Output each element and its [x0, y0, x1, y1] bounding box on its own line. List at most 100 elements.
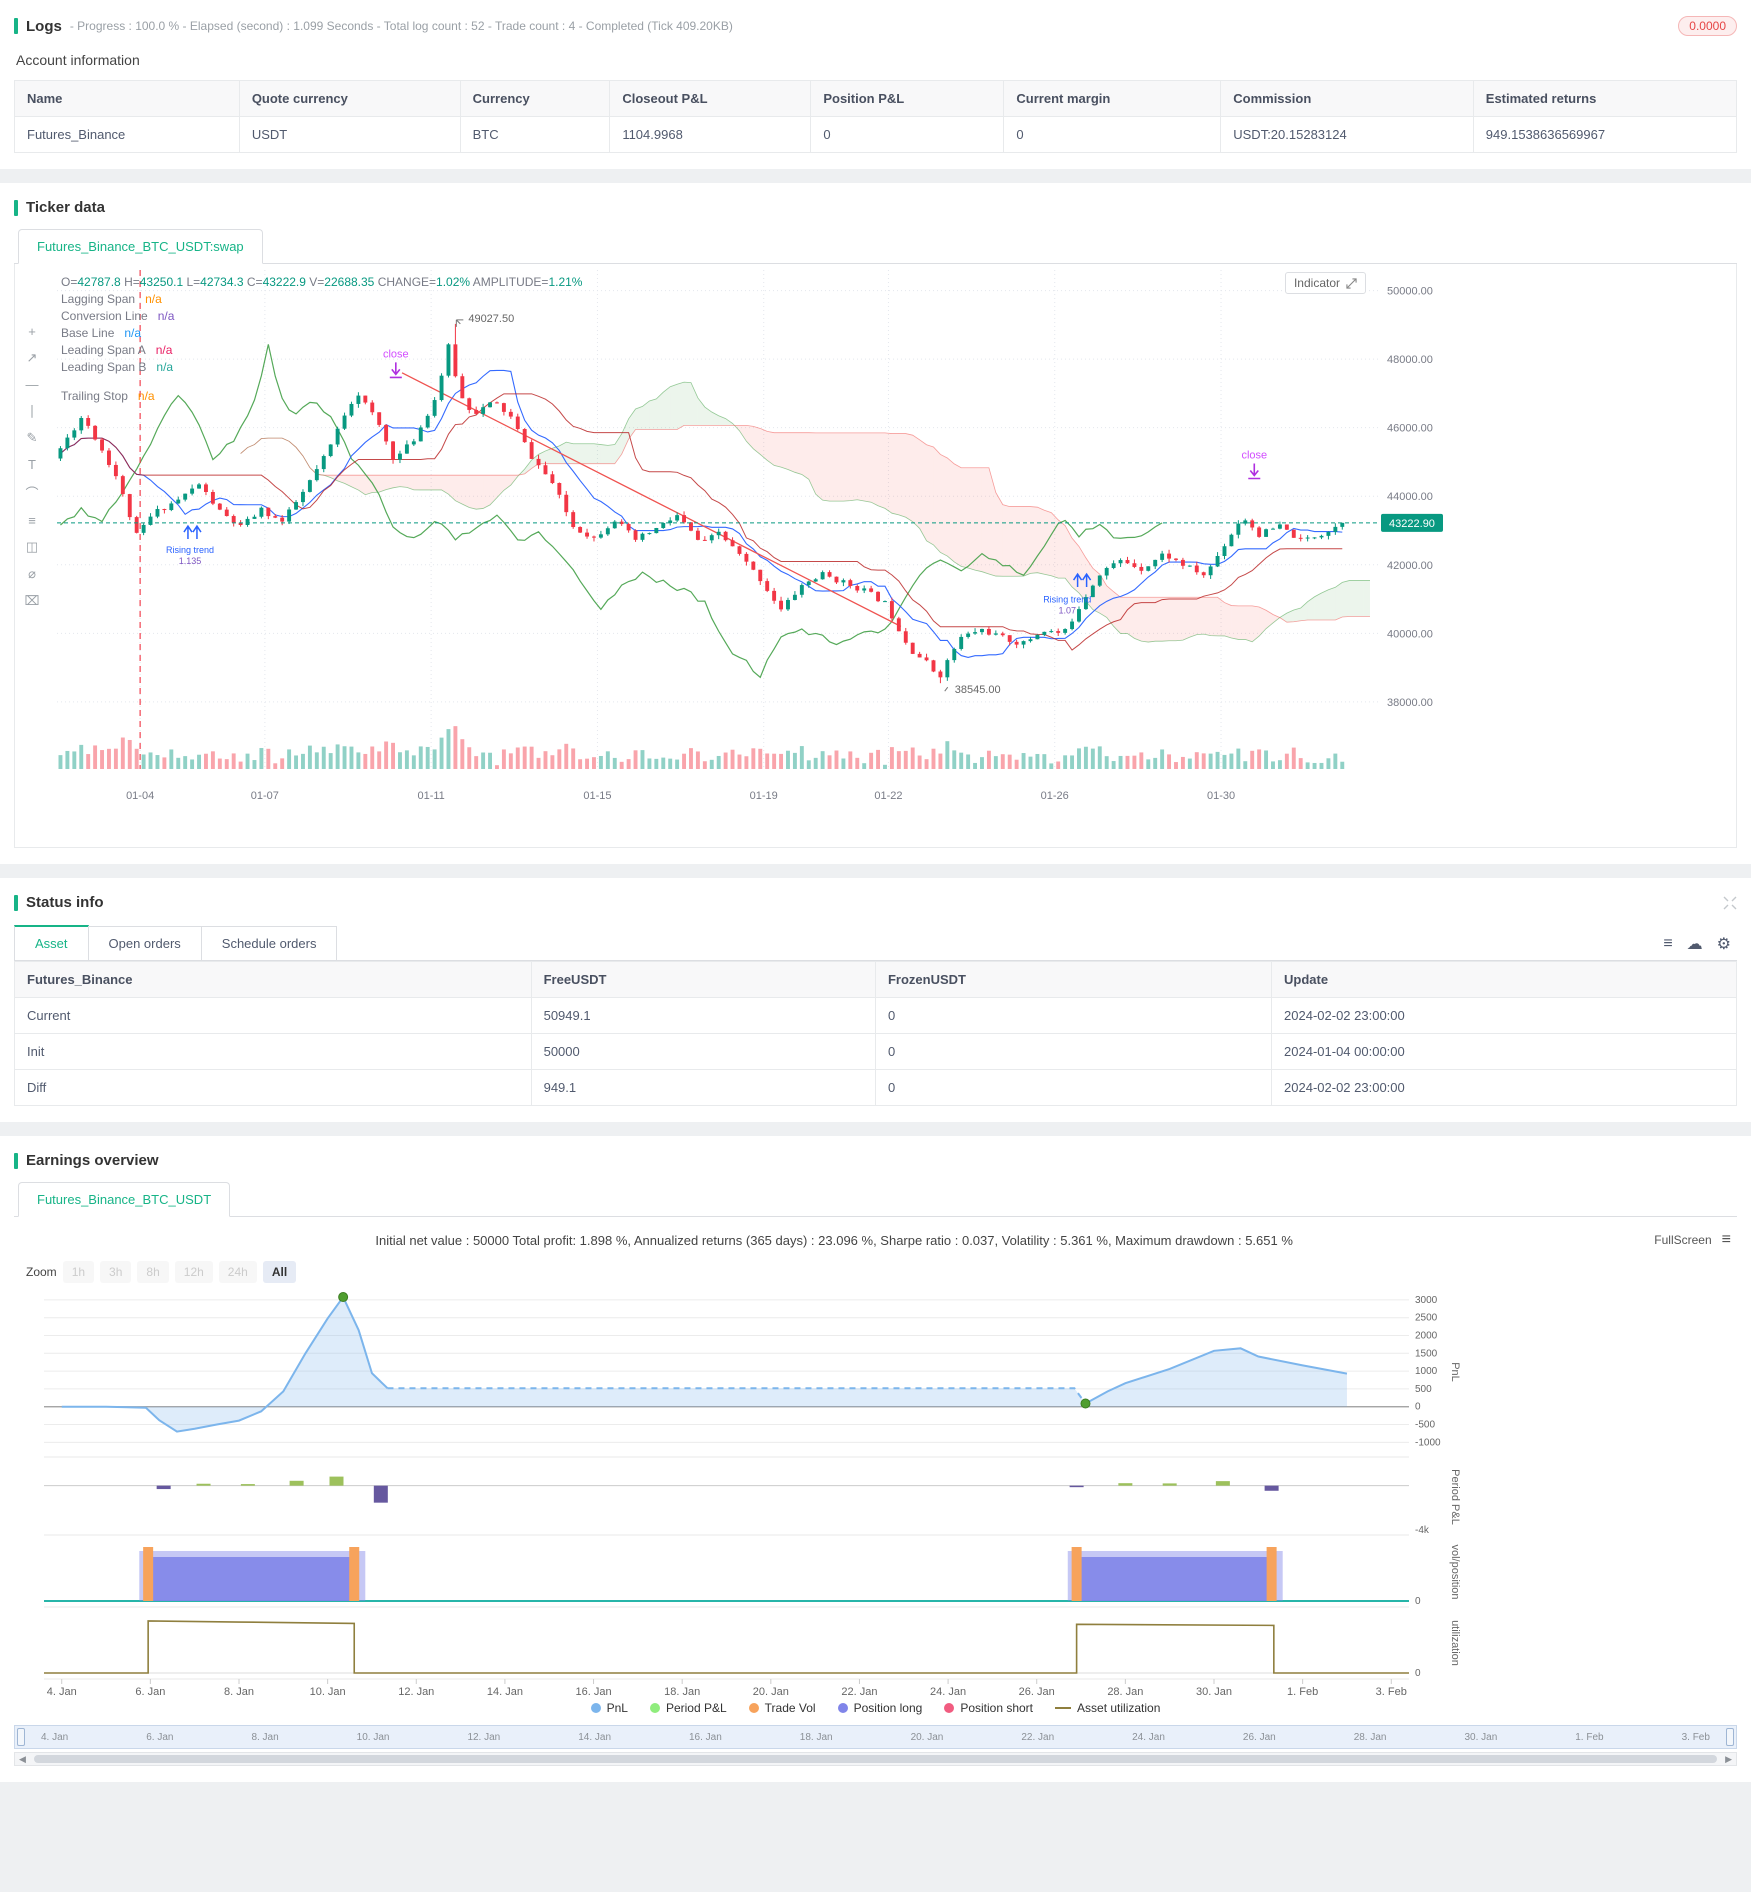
cell-update: 2024-02-02 23:00:00	[1271, 1069, 1737, 1106]
cell-commission: USDT:20.15283124	[1220, 116, 1474, 153]
tab-earnings-symbol[interactable]: Futures_Binance_BTC_USDT	[18, 1182, 231, 1217]
section-accent-bar	[14, 18, 18, 34]
zoom-label: Zoom	[26, 1265, 57, 1279]
svg-text:close: close	[383, 348, 409, 360]
tool-crosshair-icon[interactable]: +	[28, 324, 36, 339]
cloud-download-icon[interactable]: ☁	[1686, 936, 1703, 953]
tool-measure-icon[interactable]: ≡	[28, 513, 36, 528]
navigator-right-handle[interactable]	[1726, 1728, 1734, 1746]
earnings-chart-canvas[interactable]: 3000 2500 2000 1500 1000 500 0 -500 -1000 -4k 0 0 4.…	[14, 1285, 1737, 1697]
legend-asset-utilization[interactable]: Asset utilization	[1055, 1701, 1160, 1715]
svg-text:0: 0	[1415, 1668, 1421, 1679]
zoom-24h-button: 24h	[218, 1261, 257, 1283]
earnings-legend: PnL Period P&L Trade Vol Position long P…	[14, 1701, 1737, 1715]
legend-trade-vol[interactable]: Trade Vol	[748, 1701, 816, 1715]
row-label-current[interactable]: Current	[14, 997, 532, 1034]
section-accent-bar	[14, 894, 18, 911]
navigator-left-handle[interactable]	[17, 1728, 25, 1746]
cell-position-pnl: 0	[810, 116, 1005, 153]
navigator-date-label: 1. Feb	[1575, 1731, 1604, 1743]
legend-position-short[interactable]: Position short	[944, 1701, 1033, 1715]
ticker-title: Ticker data	[26, 199, 105, 216]
svg-text:Rising trend: Rising trend	[166, 545, 214, 555]
logs-section: Logs - Progress : 100.0 % - Elapsed (sec…	[0, 0, 1751, 169]
navigator-date-label: 14. Jan	[578, 1731, 612, 1743]
svg-text:38000.00: 38000.00	[1387, 697, 1433, 709]
svg-text:6. Jan: 6. Jan	[135, 1686, 165, 1697]
tool-brush-icon[interactable]: ✎	[26, 430, 38, 445]
fullscreen-button[interactable]: FullScreen ≡	[1654, 1231, 1737, 1249]
gear-icon[interactable]: ⚙	[1716, 936, 1731, 953]
svg-text:500: 500	[1415, 1384, 1432, 1395]
svg-text:-500: -500	[1415, 1420, 1435, 1431]
col-current-margin: Current margin	[1003, 80, 1222, 117]
scroll-left-icon[interactable]: ◀	[19, 1753, 26, 1764]
list-menu-icon[interactable]: ≡	[1663, 935, 1673, 952]
account-table: Name Quote currency Currency Closeout P&…	[14, 80, 1738, 153]
svg-text:42000.00: 42000.00	[1387, 560, 1433, 572]
section-accent-bar	[14, 199, 18, 216]
indicator-button[interactable]: Indicator	[1284, 272, 1366, 294]
cell-frozen: 0	[874, 1069, 1273, 1106]
tool-circle-icon[interactable]: ⌀	[28, 566, 36, 581]
tool-text-icon[interactable]: T	[28, 457, 36, 472]
col-closeout-pnl: Closeout P&L	[609, 80, 812, 117]
chart-scrollbar[interactable]: ◀ ▶	[14, 1752, 1737, 1766]
ticker-tabbar: Futures_Binance_BTC_USDT:swap	[14, 228, 1737, 264]
expand-icon[interactable]	[1723, 896, 1737, 910]
legend-period-pnl[interactable]: Period P&L	[649, 1701, 727, 1715]
col-quote-currency: Quote currency	[238, 80, 461, 117]
svg-text:30. Jan: 30. Jan	[1196, 1686, 1232, 1697]
svg-text:01-26: 01-26	[1041, 790, 1069, 802]
legend-position-long[interactable]: Position long	[837, 1701, 922, 1715]
navigator-date-label: 16. Jan	[689, 1731, 722, 1743]
navigator-date-label: 3. Feb	[1681, 1731, 1710, 1743]
navigator-date-label: 12. Jan	[467, 1731, 501, 1743]
tool-vline-icon[interactable]: ∣	[28, 403, 36, 418]
tool-arc-icon[interactable]: ⌒	[25, 486, 39, 501]
cell-frozen: 0	[874, 997, 1273, 1034]
zoom-12h-button: 12h	[174, 1261, 213, 1283]
svg-text:48000.00: 48000.00	[1387, 354, 1433, 366]
logs-progress-meta: - Progress : 100.0 % - Elapsed (second) …	[69, 19, 733, 33]
svg-text:44000.00: 44000.00	[1387, 491, 1433, 503]
tab-asset[interactable]: Asset	[14, 925, 89, 960]
chart-navigator[interactable]: 4. Jan 6. Jan 8. Jan 10. Jan 12. Jan 14. Jan 1…	[14, 1725, 1737, 1749]
expand-icon	[1346, 277, 1357, 289]
cell-estimated-returns: 949.1538636569967	[1472, 116, 1738, 153]
zoom-all-button[interactable]: All	[262, 1261, 297, 1283]
cell-closeout-pnl: 1104.9968	[609, 116, 812, 153]
legend-pnl[interactable]: PnL	[590, 1701, 628, 1715]
tab-open-orders[interactable]: Open orders	[87, 926, 202, 960]
svg-text:24. Jan: 24. Jan	[930, 1686, 966, 1697]
svg-text:01-22: 01-22	[874, 790, 902, 802]
earnings-tabbar: Futures_Binance_BTC_USDT	[14, 1181, 1737, 1217]
svg-text:1. Feb: 1. Feb	[1287, 1686, 1318, 1697]
svg-text:1000: 1000	[1415, 1366, 1438, 1377]
tool-pattern-icon[interactable]: ◫	[25, 539, 39, 554]
cell-free: 50949.1	[530, 997, 876, 1034]
tab-ticker-symbol[interactable]: Futures_Binance_BTC_USDT:swap	[18, 229, 263, 264]
scroll-right-icon[interactable]: ▶	[1725, 1753, 1732, 1764]
scrollbar-thumb[interactable]	[33, 1755, 1718, 1763]
cell-name: Futures_Binance	[14, 116, 240, 153]
cell-free: 50000	[530, 1033, 876, 1070]
chart-menu-icon[interactable]: ≡	[1721, 1231, 1731, 1248]
section-accent-bar	[14, 1152, 18, 1169]
tool-trendline-icon[interactable]: ↗	[26, 350, 38, 365]
ticker-chart-canvas[interactable]: 50000.00 48000.00 46000.00 44000.00 42000.00…	[49, 264, 1738, 824]
tool-hline-icon[interactable]: ―	[25, 377, 39, 392]
cell-quote-currency: USDT	[238, 116, 461, 153]
svg-text:01-11: 01-11	[417, 790, 444, 802]
col-account: Futures_Binance	[14, 961, 532, 998]
svg-text:46000.00: 46000.00	[1387, 423, 1433, 435]
cell-free: 949.1	[530, 1069, 876, 1106]
navigator-date-label: 28. Jan	[1353, 1731, 1387, 1743]
cell-update: 2024-02-02 23:00:00	[1271, 997, 1737, 1034]
tab-schedule-orders[interactable]: Schedule orders	[200, 926, 338, 960]
svg-text:16. Jan: 16. Jan	[575, 1686, 611, 1697]
tool-delete-icon[interactable]: ⌧	[24, 593, 40, 608]
svg-text:0: 0	[1415, 1596, 1421, 1607]
row-label-diff: Diff	[14, 1069, 532, 1106]
svg-text:14. Jan: 14. Jan	[487, 1686, 523, 1697]
